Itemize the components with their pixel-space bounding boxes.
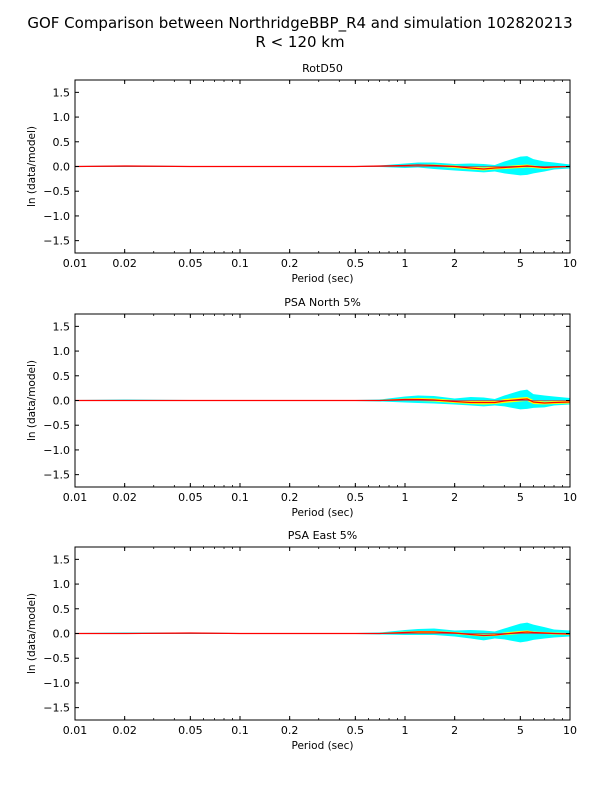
y-tick-label: −1.5 — [43, 702, 70, 715]
y-tick-label: 0.0 — [53, 395, 71, 408]
y-tick-label: 1.5 — [53, 86, 71, 99]
x-tick-label: 10 — [563, 491, 577, 504]
y-tick-label: −1.0 — [43, 444, 70, 457]
x-axis-label: Period (sec) — [292, 273, 354, 285]
mean-bias-line — [75, 164, 570, 170]
y-axis-label: ln (data/model) — [26, 126, 38, 207]
x-tick-label: 0.02 — [112, 724, 137, 737]
x-tick-label: 1 — [402, 724, 409, 737]
uncertainty-band-outer — [75, 389, 570, 410]
chart-panel: 0.01 0.02 0.05 0.1 0.2 0.5 1 2 5 10 −1.5 −1.0 −0.5 0.… — [26, 529, 577, 752]
y-tick-label: 0.0 — [53, 161, 71, 174]
y-tick-label: 1.0 — [53, 111, 71, 124]
x-tick-label: 5 — [517, 257, 524, 270]
x-tick-label: 0.05 — [178, 724, 203, 737]
x-tick-label: 0.2 — [281, 257, 299, 270]
x-tick-label: 0.1 — [231, 724, 249, 737]
x-tick-label: 0.02 — [112, 257, 137, 270]
x-tick-label: 0.02 — [112, 491, 137, 504]
y-tick-label: 1.0 — [53, 345, 71, 358]
figure-subtitle: R < 120 km — [255, 33, 345, 51]
chart-title: RotD50 — [302, 62, 343, 75]
mean-bias-line — [75, 398, 570, 404]
x-tick-label: 0.1 — [231, 491, 249, 504]
x-tick-label: 10 — [563, 724, 577, 737]
x-tick-label: 0.01 — [63, 491, 88, 504]
chart-panel: 0.01 0.02 0.05 0.1 0.2 0.5 1 2 5 10 −1.5 −1.0 −0.5 0.… — [26, 296, 577, 519]
y-tick-label: 0.5 — [53, 370, 71, 383]
x-tick-label: 0.5 — [347, 491, 365, 504]
y-tick-label: −0.5 — [43, 652, 70, 665]
y-tick-label: −1.5 — [43, 235, 70, 248]
x-tick-label: 5 — [517, 491, 524, 504]
mean-bias-line — [75, 631, 570, 637]
y-tick-label: −1.0 — [43, 210, 70, 223]
uncertainty-band-outer — [75, 622, 570, 643]
plot-area — [75, 389, 570, 410]
y-axis-label: ln (data/model) — [26, 360, 38, 441]
x-tick-label: 0.05 — [178, 257, 203, 270]
x-tick-label: 1 — [402, 257, 409, 270]
uncertainty-band-outer — [75, 156, 570, 176]
y-tick-label: −1.5 — [43, 469, 70, 482]
x-tick-label: 0.5 — [347, 724, 365, 737]
x-tick-label: 0.5 — [347, 257, 365, 270]
plot-area — [75, 622, 570, 643]
y-tick-label: 1.5 — [53, 553, 71, 566]
x-tick-label: 0.1 — [231, 257, 249, 270]
x-tick-label: 0.01 — [63, 724, 88, 737]
x-tick-label: 1 — [402, 491, 409, 504]
y-tick-label: 0.5 — [53, 603, 71, 616]
x-tick-label: 5 — [517, 724, 524, 737]
chart-title: PSA East 5% — [288, 529, 358, 542]
y-tick-label: 0.5 — [53, 136, 71, 149]
y-axis-label: ln (data/model) — [26, 593, 38, 674]
x-tick-label: 2 — [451, 257, 458, 270]
x-axis-label: Period (sec) — [292, 507, 354, 519]
x-tick-label: 2 — [451, 491, 458, 504]
figure-title: GOF Comparison between NorthridgeBBP_R4 … — [27, 14, 573, 32]
y-tick-label: −0.5 — [43, 419, 70, 432]
x-tick-label: 0.2 — [281, 491, 299, 504]
x-tick-label: 0.2 — [281, 724, 299, 737]
x-tick-label: 0.01 — [63, 257, 88, 270]
y-tick-label: −1.0 — [43, 677, 70, 690]
y-tick-label: 0.0 — [53, 628, 71, 641]
chart-panel: 0.01 0.02 0.05 0.1 0.2 0.5 1 2 5 10 −1.5 −1.0 −0.5 0.… — [26, 62, 577, 285]
x-axis-label: Period (sec) — [292, 740, 354, 752]
y-tick-label: 1.5 — [53, 320, 71, 333]
y-tick-label: −0.5 — [43, 185, 70, 198]
x-tick-label: 2 — [451, 724, 458, 737]
x-tick-label: 10 — [563, 257, 577, 270]
y-tick-label: 1.0 — [53, 578, 71, 591]
plot-area — [75, 156, 570, 176]
chart-title: PSA North 5% — [284, 296, 361, 309]
x-tick-label: 0.05 — [178, 491, 203, 504]
